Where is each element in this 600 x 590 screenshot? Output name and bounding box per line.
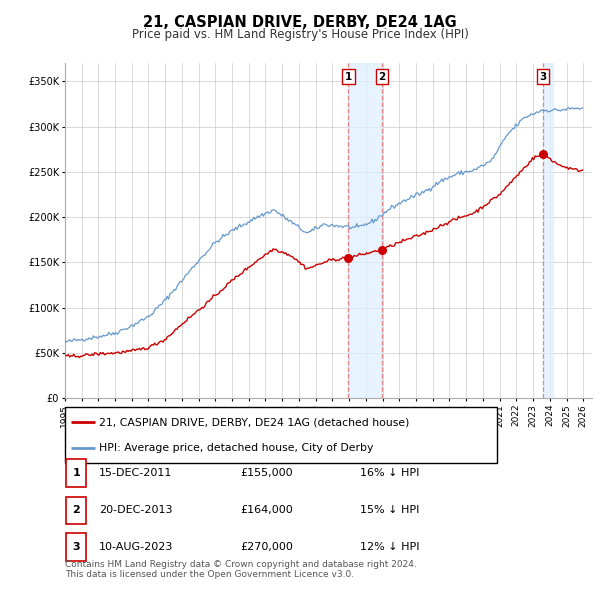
Text: £155,000: £155,000 — [240, 468, 293, 478]
Text: 1: 1 — [73, 468, 80, 478]
FancyBboxPatch shape — [66, 497, 86, 524]
Text: 10-AUG-2023: 10-AUG-2023 — [99, 542, 173, 552]
Text: 15-DEC-2011: 15-DEC-2011 — [99, 468, 172, 478]
Text: HPI: Average price, detached house, City of Derby: HPI: Average price, detached house, City… — [100, 443, 374, 453]
Text: 21, CASPIAN DRIVE, DERBY, DE24 1AG: 21, CASPIAN DRIVE, DERBY, DE24 1AG — [143, 15, 457, 30]
Bar — [349, 63, 382, 398]
FancyBboxPatch shape — [66, 460, 86, 487]
Text: 16% ↓ HPI: 16% ↓ HPI — [360, 468, 419, 478]
Text: Contains HM Land Registry data © Crown copyright and database right 2024.
This d: Contains HM Land Registry data © Crown c… — [65, 560, 416, 579]
FancyBboxPatch shape — [65, 407, 497, 463]
Text: 1: 1 — [345, 72, 352, 82]
Text: 3: 3 — [539, 72, 547, 82]
FancyBboxPatch shape — [66, 533, 86, 560]
Bar — [543, 63, 553, 398]
Text: 21, CASPIAN DRIVE, DERBY, DE24 1AG (detached house): 21, CASPIAN DRIVE, DERBY, DE24 1AG (deta… — [100, 417, 410, 427]
Text: 20-DEC-2013: 20-DEC-2013 — [99, 506, 173, 515]
Text: 3: 3 — [73, 542, 80, 552]
Text: 15% ↓ HPI: 15% ↓ HPI — [360, 506, 419, 515]
Text: 12% ↓ HPI: 12% ↓ HPI — [360, 542, 419, 552]
Text: 2: 2 — [73, 506, 80, 515]
Text: £164,000: £164,000 — [240, 506, 293, 515]
Text: 2: 2 — [379, 72, 386, 82]
Text: Price paid vs. HM Land Registry's House Price Index (HPI): Price paid vs. HM Land Registry's House … — [131, 28, 469, 41]
Text: £270,000: £270,000 — [240, 542, 293, 552]
